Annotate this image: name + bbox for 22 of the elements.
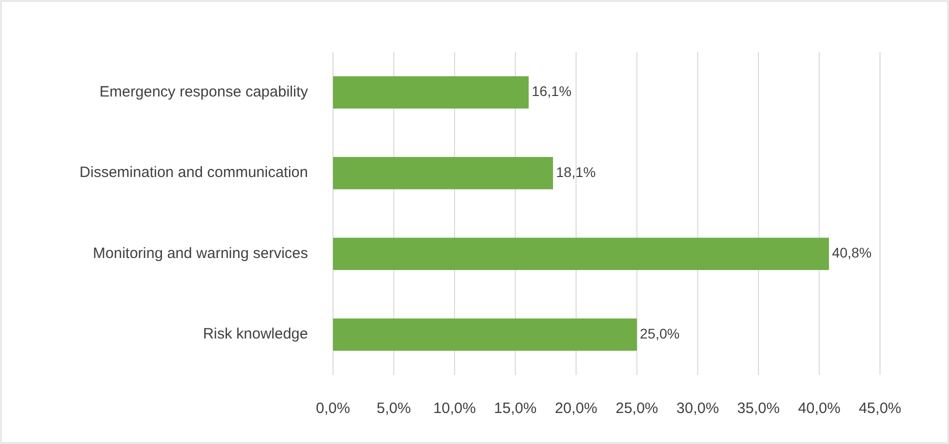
bar <box>333 156 554 190</box>
bar <box>333 238 829 270</box>
data-label: 40,8% <box>832 244 872 261</box>
bar <box>333 76 529 109</box>
data-label: 25,0% <box>640 325 680 342</box>
x-tick-label: 25,0% <box>616 400 658 417</box>
x-tick-label: 30,0% <box>676 400 719 417</box>
x-tick-label: 45,0% <box>858 400 902 417</box>
x-tick-label: 15,0% <box>494 400 537 417</box>
y-tick-label: Monitoring and warning services <box>92 244 308 262</box>
x-tick-label: 10,0% <box>433 400 476 417</box>
y-tick-label: Risk knowledge <box>202 326 308 343</box>
data-label: 18,1% <box>556 164 596 180</box>
y-tick-label: Emergency response capability <box>100 83 308 100</box>
x-tick-label: 20,0% <box>554 400 598 417</box>
data-label: 16,1% <box>532 83 572 100</box>
x-tick-label: 0,0% <box>316 400 350 417</box>
bar <box>333 318 637 351</box>
x-tick-label: 5,0% <box>376 400 411 417</box>
x-tick-label: 35,0% <box>737 400 780 417</box>
x-tick-label: 40,0% <box>798 400 840 417</box>
y-tick-label: Dissemination and communication <box>80 164 308 182</box>
